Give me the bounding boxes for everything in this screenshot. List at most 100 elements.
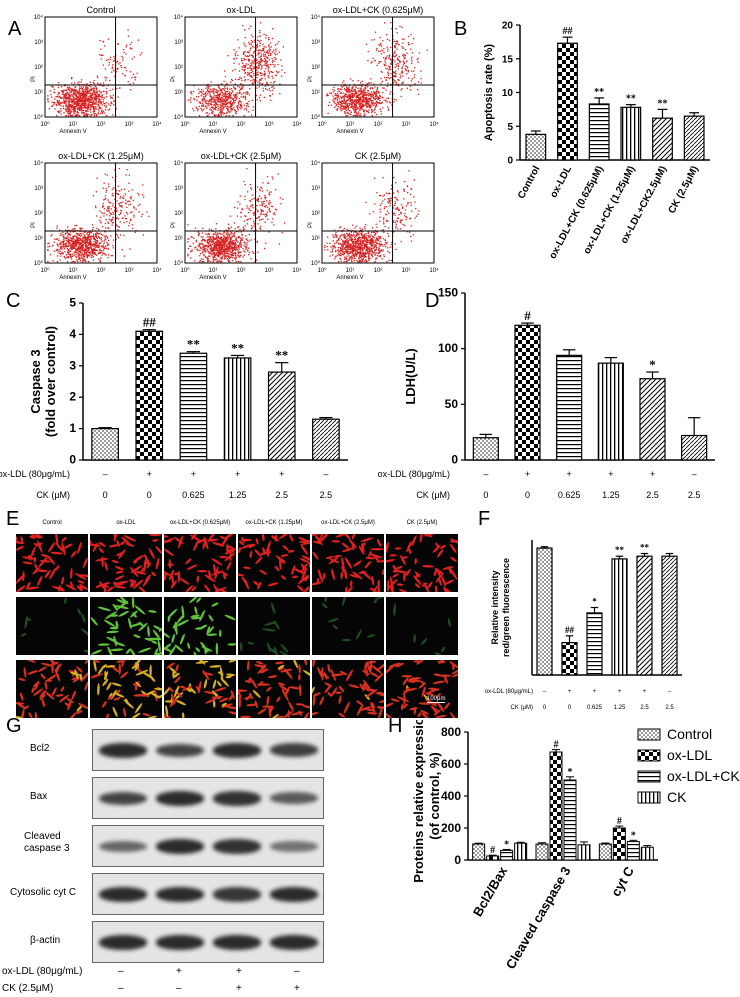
event-dot xyxy=(340,92,342,94)
event-dot xyxy=(105,96,108,98)
event-dot xyxy=(82,91,85,94)
event-dot xyxy=(371,95,374,98)
event-dot xyxy=(203,239,205,241)
event-dot xyxy=(414,83,416,85)
event-dot xyxy=(361,231,364,233)
event-dot xyxy=(340,97,343,99)
event-dot xyxy=(365,259,367,262)
event-dot xyxy=(244,64,246,67)
event-dot xyxy=(351,90,353,92)
event-dot xyxy=(382,200,384,202)
event-dot xyxy=(77,96,80,98)
event-dot xyxy=(62,231,64,234)
event-dot xyxy=(358,103,360,106)
event-dot xyxy=(337,106,340,108)
event-dot xyxy=(357,96,360,98)
event-dot xyxy=(386,261,388,263)
event-dot xyxy=(55,103,58,106)
event-dot xyxy=(249,217,252,220)
event-dot xyxy=(364,87,366,89)
event-dot xyxy=(367,248,369,250)
event-dot xyxy=(215,105,217,107)
event-dot xyxy=(95,98,97,100)
event-dot xyxy=(62,246,64,248)
event-dot xyxy=(378,44,380,46)
event-dot xyxy=(255,44,258,47)
x-tick-label: 10³ xyxy=(265,268,274,274)
event-dot xyxy=(389,246,391,248)
event-dot xyxy=(238,78,240,80)
event-dot xyxy=(86,88,88,91)
event-dot xyxy=(268,209,270,211)
event-dot xyxy=(279,83,281,85)
event-dot xyxy=(360,89,362,92)
x-tick-label: 10⁴ xyxy=(152,267,162,274)
event-dot xyxy=(57,100,59,103)
event-dot xyxy=(250,72,252,74)
event-dot xyxy=(210,261,212,263)
event-dot xyxy=(274,56,276,59)
event-dot xyxy=(333,229,336,232)
event-dot xyxy=(126,213,129,215)
event-dot xyxy=(91,113,93,116)
event-dot xyxy=(351,257,353,259)
event-dot xyxy=(112,217,114,219)
event-dot xyxy=(72,241,74,244)
event-dot xyxy=(108,61,111,64)
event-dot xyxy=(197,231,199,233)
event-dot xyxy=(103,215,105,217)
event-dot xyxy=(55,238,58,240)
event-dot xyxy=(91,97,94,99)
event-dot xyxy=(360,107,363,109)
event-dot xyxy=(64,240,66,242)
event-dot xyxy=(267,70,269,72)
event-dot xyxy=(77,102,79,105)
event-dot xyxy=(374,98,376,101)
event-dot xyxy=(334,236,336,238)
event-dot xyxy=(273,82,275,84)
event-dot xyxy=(200,258,203,260)
event-dot xyxy=(208,246,210,248)
event-dot xyxy=(209,94,211,96)
event-dot xyxy=(87,255,89,258)
event-dot xyxy=(69,242,71,245)
event-dot xyxy=(129,43,131,46)
event-dot xyxy=(68,256,70,258)
event-dot xyxy=(250,187,252,189)
y-tick-label: 10³ xyxy=(174,186,183,192)
event-dot xyxy=(80,81,82,83)
event-dot xyxy=(74,102,76,105)
event-dot xyxy=(89,242,91,245)
event-dot xyxy=(207,115,209,117)
event-dot xyxy=(226,82,228,85)
event-dot xyxy=(54,238,56,240)
event-dot xyxy=(251,205,253,207)
event-dot xyxy=(52,244,54,247)
event-dot xyxy=(250,67,252,69)
event-dot xyxy=(366,249,368,252)
event-dot xyxy=(244,71,247,74)
event-dot xyxy=(199,259,201,262)
event-dot xyxy=(341,96,343,98)
event-dot xyxy=(191,249,193,251)
event-dot xyxy=(236,96,238,98)
event-dot xyxy=(341,234,343,236)
event-dot xyxy=(82,101,84,103)
event-dot xyxy=(238,236,240,239)
event-dot xyxy=(244,66,246,68)
event-dot xyxy=(259,227,261,229)
event-dot xyxy=(375,49,378,51)
event-dot xyxy=(79,97,82,99)
event-dot xyxy=(69,253,72,255)
event-dot xyxy=(347,108,349,111)
event-dot xyxy=(351,246,353,248)
event-dot xyxy=(379,208,381,210)
event-dot xyxy=(355,254,357,256)
event-dot xyxy=(65,232,67,234)
event-dot xyxy=(337,96,340,98)
event-dot xyxy=(73,82,76,84)
event-dot xyxy=(265,204,267,207)
event-dot xyxy=(388,57,390,60)
event-dot xyxy=(267,182,269,184)
event-dot xyxy=(247,250,249,252)
